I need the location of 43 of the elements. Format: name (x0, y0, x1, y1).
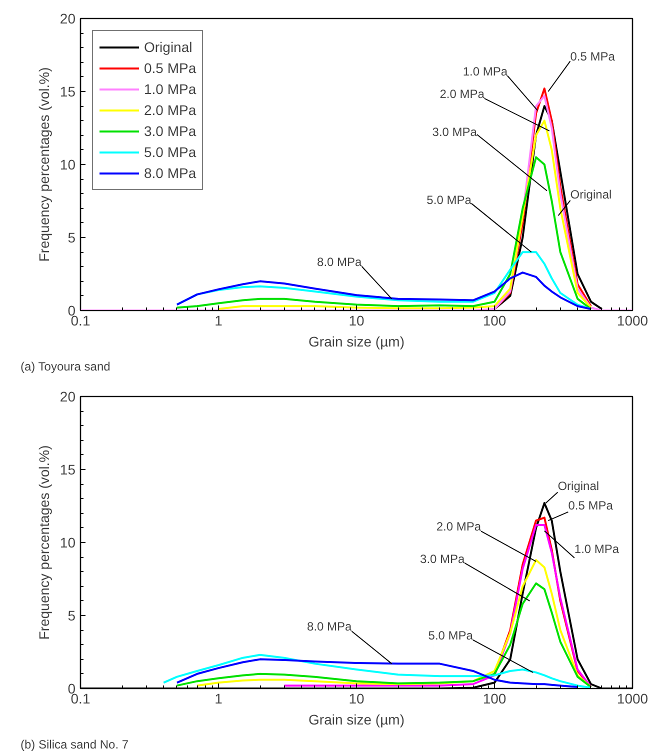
annotation: 0.5 MPa (570, 50, 616, 64)
annotation: 0.5 MPa (568, 498, 614, 513)
x-axis-title: Grain size (µm) (308, 334, 404, 350)
annotation: 3.0 MPa (432, 124, 478, 139)
annotation: 5.0 MPa (426, 193, 472, 208)
x-tick-label: 10 (348, 312, 364, 328)
y-axis-title: Frequency percentages (vol.%) (36, 445, 52, 640)
y-tick-label: 15 (60, 462, 76, 478)
text: (b) Silica sand No. 7 (20, 738, 129, 752)
y-axis-title: Frequency percentages (vol.%) (36, 67, 52, 262)
x-tick-label: 1 (214, 690, 223, 706)
text: (a) Toyoura sand (20, 360, 110, 374)
x-tick-label: 10 (348, 690, 364, 706)
y-tick-label: 20 (60, 10, 76, 26)
annotation: 8.0 MPa (307, 620, 352, 634)
y-tick-label: 5 (68, 230, 76, 246)
y-tick-label: 5 (68, 608, 76, 624)
annotation: Original (570, 188, 612, 202)
legend-label: 5.0 MPa (144, 144, 196, 160)
annotation: 5.0 MPa (428, 628, 474, 642)
annotation: 1.0 MPa (574, 542, 620, 556)
legend-label: Original (144, 39, 192, 55)
annotation: 8.0 MPa (317, 254, 362, 269)
x-tick-label: 1000 (616, 312, 648, 328)
x-tick-label: 1 (214, 312, 223, 328)
annotation: Original (558, 479, 600, 494)
legend-label: 1.0 MPa (144, 81, 196, 97)
annotation: 2.0 MPa (440, 86, 485, 101)
y-tick-label: 15 (60, 84, 76, 100)
y-tick-label: 20 (60, 388, 76, 404)
legend-label: 0.5 MPa (144, 60, 196, 76)
x-tick-label: 100 (482, 312, 506, 328)
y-tick-label: 10 (60, 156, 76, 172)
annotation: 2.0 MPa (436, 519, 482, 534)
annotation: 1.0 MPa (462, 64, 508, 78)
legend-label: 2.0 MPa (144, 102, 196, 118)
x-tick-label: 100 (482, 690, 506, 706)
annotation: 3.0 MPa (420, 552, 466, 566)
legend-label: 8.0 MPa (144, 165, 196, 181)
x-axis-title: Grain size (µm) (308, 712, 404, 728)
y-tick-label: 10 (60, 534, 76, 550)
legend-label: 3.0 MPa (144, 123, 196, 139)
x-tick-label: 1000 (616, 690, 648, 706)
